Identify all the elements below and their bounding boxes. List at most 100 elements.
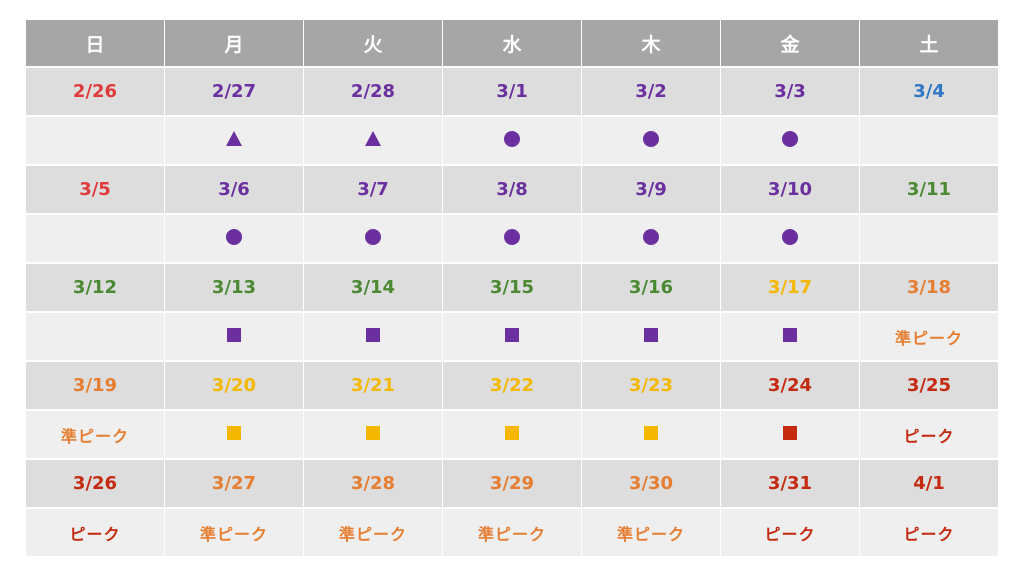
peak-label: 準ピーク [338, 524, 407, 544]
triangle-icon [365, 131, 381, 146]
date-cell: 3/18 [859, 263, 999, 312]
square-icon [505, 426, 519, 440]
circle-icon [643, 130, 659, 147]
date-cell: 3/27 [164, 459, 304, 508]
date-cell: 3/16 [581, 263, 721, 312]
date-cell: 3/31 [720, 459, 860, 508]
circle-icon [365, 228, 381, 245]
date-row: 3/26 3/27 3/28 3/29 3/30 3/31 4/1 [25, 459, 999, 508]
circle-icon [782, 130, 798, 147]
date-cell: 2/26 [25, 67, 165, 116]
circle-icon [643, 228, 659, 245]
square-icon [366, 426, 380, 440]
date-cell: 3/24 [720, 361, 860, 410]
status-row [25, 214, 999, 263]
date-cell: 3/29 [442, 459, 582, 508]
weekday-header-row: 日 月 火 水 木 金 土 [25, 20, 999, 67]
peak-label: 準ピーク [894, 328, 963, 348]
weekday-sat: 土 [859, 20, 999, 67]
status-cell [720, 410, 860, 459]
status-cell [164, 410, 304, 459]
date-cell: 3/10 [720, 165, 860, 214]
status-cell [720, 116, 860, 165]
status-cell: ピーク [859, 508, 999, 557]
status-cell: ピーク [859, 410, 999, 459]
square-icon [783, 328, 797, 342]
date-cell: 3/1 [442, 67, 582, 116]
date-cell: 3/11 [859, 165, 999, 214]
date-cell: 4/1 [859, 459, 999, 508]
date-cell: 3/17 [720, 263, 860, 312]
date-cell: 3/12 [25, 263, 165, 312]
calendar-body: 2/26 2/27 2/28 3/1 3/2 3/3 3/4 3/5 3/6 3/7 3/8 3/9 3… [25, 67, 999, 557]
peak-label: ピーク [764, 524, 816, 544]
date-cell: 3/14 [303, 263, 443, 312]
status-cell: 準ピーク [442, 508, 582, 557]
peak-label: ピーク [903, 426, 955, 446]
status-cell [164, 116, 304, 165]
date-cell: 3/19 [25, 361, 165, 410]
status-row [25, 116, 999, 165]
weekday-thu: 木 [581, 20, 721, 67]
status-cell [442, 214, 582, 263]
date-cell: 3/7 [303, 165, 443, 214]
status-cell: ピーク [25, 508, 165, 557]
status-cell: ピーク [720, 508, 860, 557]
weekday-fri: 金 [720, 20, 860, 67]
status-cell [303, 410, 443, 459]
date-cell: 2/28 [303, 67, 443, 116]
date-cell: 3/5 [25, 165, 165, 214]
date-cell: 3/30 [581, 459, 721, 508]
circle-icon [504, 228, 520, 245]
peak-label: ピーク [69, 524, 121, 544]
status-cell [442, 312, 582, 361]
peak-label: 準ピーク [60, 426, 129, 446]
status-cell [25, 312, 165, 361]
circle-icon [504, 130, 520, 147]
date-cell: 3/9 [581, 165, 721, 214]
weekday-wed: 水 [442, 20, 582, 67]
status-cell [303, 312, 443, 361]
peak-label: 準ピーク [616, 524, 685, 544]
peak-label: 準ピーク [199, 524, 268, 544]
weekday-mon: 月 [164, 20, 304, 67]
status-cell [720, 312, 860, 361]
date-cell: 3/8 [442, 165, 582, 214]
square-icon [227, 426, 241, 440]
status-cell: 準ピーク [581, 508, 721, 557]
square-icon [644, 328, 658, 342]
date-cell: 2/27 [164, 67, 304, 116]
status-cell [442, 410, 582, 459]
date-cell: 3/22 [442, 361, 582, 410]
status-cell [303, 214, 443, 263]
square-icon [505, 328, 519, 342]
peak-label: ピーク [903, 524, 955, 544]
status-cell [164, 214, 304, 263]
triangle-icon [226, 131, 242, 146]
square-icon [366, 328, 380, 342]
date-cell: 3/26 [25, 459, 165, 508]
status-cell: 準ピーク [25, 410, 165, 459]
circle-icon [782, 228, 798, 245]
status-cell [581, 410, 721, 459]
calendar-table: 日 月 火 水 木 金 土 2/26 2/27 2/28 3/1 3/2 3/3 3/4 3/… [25, 20, 999, 558]
date-row: 3/5 3/6 3/7 3/8 3/9 3/10 3/11 [25, 165, 999, 214]
circle-icon [226, 228, 242, 245]
status-row: 準ピーク [25, 312, 999, 361]
status-cell [303, 116, 443, 165]
status-cell [581, 116, 721, 165]
date-row: 3/12 3/13 3/14 3/15 3/16 3/17 3/18 [25, 263, 999, 312]
status-cell [581, 312, 721, 361]
date-cell: 3/2 [581, 67, 721, 116]
peak-label: 準ピーク [477, 524, 546, 544]
date-cell: 3/21 [303, 361, 443, 410]
date-cell: 3/28 [303, 459, 443, 508]
date-cell: 3/23 [581, 361, 721, 410]
square-icon [783, 426, 797, 440]
date-cell: 3/20 [164, 361, 304, 410]
status-cell [720, 214, 860, 263]
weekday-tue: 火 [303, 20, 443, 67]
date-row: 3/19 3/20 3/21 3/22 3/23 3/24 3/25 [25, 361, 999, 410]
status-cell [164, 312, 304, 361]
status-cell [442, 116, 582, 165]
